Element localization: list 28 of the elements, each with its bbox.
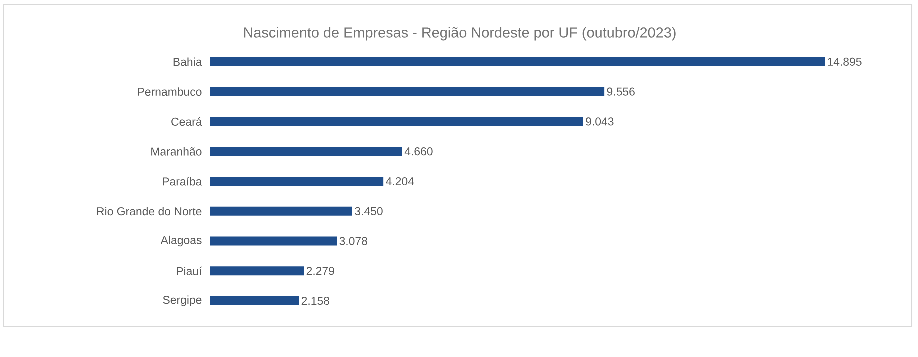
data-label: 9.556	[607, 88, 635, 96]
bar	[210, 266, 304, 276]
y-tick-label: Rio Grande do Norte	[97, 207, 202, 216]
bar	[210, 87, 605, 96]
bar	[210, 206, 352, 216]
data-label: 4.204	[386, 177, 414, 186]
data-label: 4.660	[404, 148, 433, 156]
y-tick-label: Alagoas	[160, 236, 202, 247]
y-tick-label: Ceará	[172, 117, 202, 126]
data-label: 9.043	[586, 118, 614, 126]
y-tick-label: Pernambuco	[138, 88, 202, 96]
bar	[210, 57, 826, 66]
chart-title: Nascimento de Empresas - Região Nordeste por UF (outubro/2023)	[244, 27, 676, 41]
data-label: 2.158	[302, 297, 330, 306]
y-tick-label: Paraíba	[163, 177, 202, 186]
data-label: 2.279	[306, 267, 334, 276]
y-tick-label: Bahia	[174, 58, 202, 66]
y-tick-label: Piauí	[177, 266, 202, 276]
y-tick-label: Maranhão	[152, 147, 202, 156]
bar	[210, 296, 300, 306]
bar	[210, 177, 384, 186]
bar	[210, 117, 584, 126]
data-label: 14.895	[828, 58, 862, 66]
bar	[210, 147, 402, 156]
bar	[210, 236, 338, 246]
data-label: 3.450	[355, 207, 383, 216]
data-label: 3.078	[340, 237, 368, 246]
y-tick-label: Sergipe	[163, 296, 202, 306]
